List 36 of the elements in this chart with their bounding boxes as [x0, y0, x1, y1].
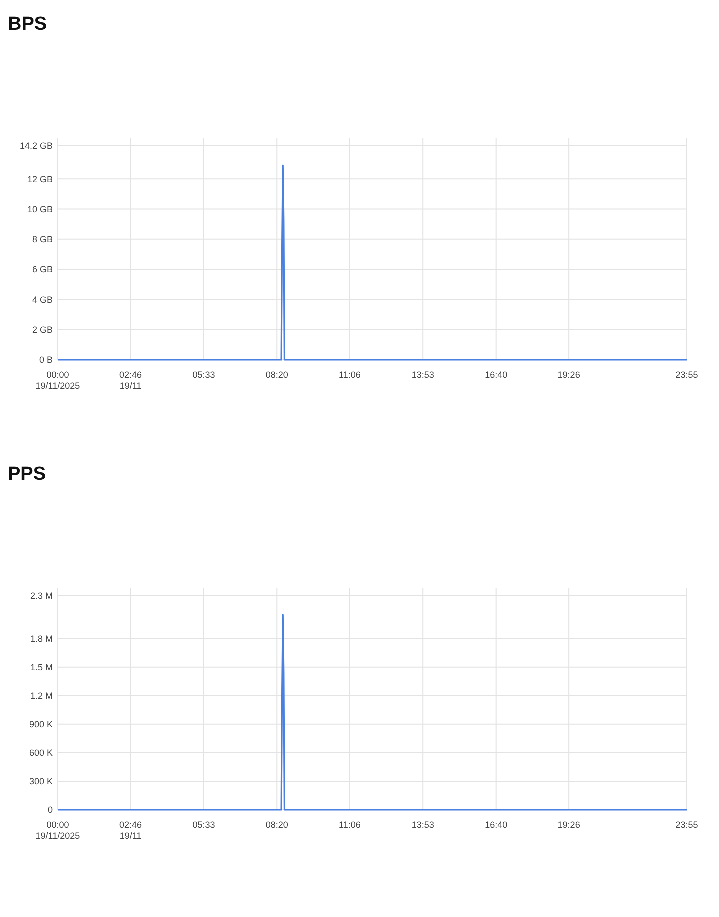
- x-tick-label: 02:46 19/11: [120, 820, 142, 841]
- y-tick-label: 10 GB: [27, 204, 53, 214]
- y-tick-label: 6 GB: [32, 264, 53, 275]
- y-tick-label: 12 GB: [27, 174, 53, 184]
- y-tick-label: 4 GB: [32, 294, 53, 305]
- x-tick-label: 08:20: [266, 820, 288, 830]
- x-tick-label: 08:20: [266, 370, 288, 380]
- chart-title: BPS: [8, 14, 48, 35]
- x-tick-label: 11:06: [338, 820, 361, 830]
- y-tick-label: 1.2 M: [30, 691, 53, 702]
- x-tick-label: 19:26: [558, 820, 580, 830]
- x-tick-label: 16:40: [485, 820, 508, 830]
- x-tick-label: 11:06: [338, 370, 361, 380]
- x-tick-label: 00:00 19/11/2025: [36, 820, 80, 841]
- y-tick-label: 1.8 M: [30, 634, 53, 644]
- y-tick-label: 900 K: [29, 720, 53, 730]
- y-tick-label: 0: [48, 805, 53, 816]
- y-tick-label: 1.5 M: [30, 662, 53, 672]
- x-tick-label: 16:40: [485, 370, 508, 380]
- x-tick-label: 23:55: [676, 370, 698, 380]
- x-tick-label: 23:55: [676, 820, 698, 830]
- x-tick-label: 00:00 19/11/2025: [36, 370, 80, 391]
- x-tick-label: 05:33: [192, 370, 216, 380]
- x-tick-label: 19:26: [558, 370, 580, 380]
- x-tick-label: 13:53: [412, 370, 434, 380]
- y-tick-label: 2.3 M: [30, 591, 53, 602]
- x-tick-label: 05:33: [192, 820, 216, 830]
- y-tick-label: 2 GB: [32, 325, 53, 336]
- y-tick-label: 0 B: [39, 355, 53, 366]
- y-tick-label: 8 GB: [32, 234, 53, 245]
- x-tick-label: 02:46 19/11: [120, 370, 142, 391]
- chart-title: PPS: [8, 464, 46, 485]
- y-tick-label: 14.2 GB: [20, 141, 53, 152]
- y-tick-label: 300 K: [29, 776, 53, 787]
- y-tick-label: 600 K: [29, 748, 53, 758]
- x-tick-label: 13:53: [412, 820, 434, 830]
